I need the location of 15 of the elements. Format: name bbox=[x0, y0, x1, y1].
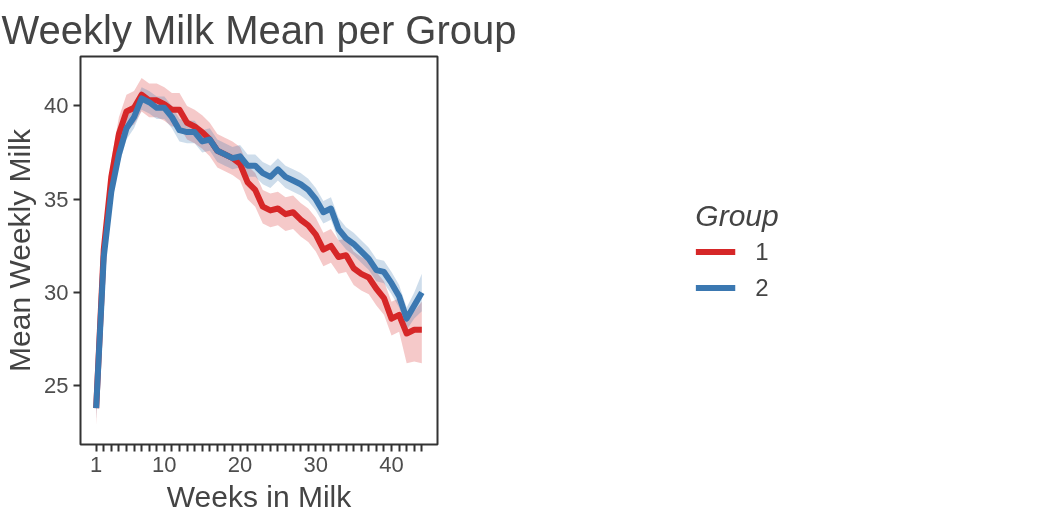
x-axis-title: Weeks in Milk bbox=[166, 479, 353, 513]
legend-title: Group bbox=[695, 198, 779, 233]
x-tick-label: 1 bbox=[90, 451, 103, 477]
y-tick-label: 30 bbox=[44, 279, 69, 305]
y-tick-label: 35 bbox=[44, 186, 69, 212]
legend-label: 2 bbox=[755, 273, 770, 302]
chart-title: Weekly Milk Mean per Group bbox=[1, 7, 517, 52]
y-axis-title: Mean Weekly Milk bbox=[3, 128, 37, 372]
x-tick-label: 10 bbox=[152, 451, 177, 477]
x-tick-label: 30 bbox=[303, 451, 329, 477]
x-tick-label: 20 bbox=[227, 451, 253, 477]
y-tick-label: 25 bbox=[44, 373, 69, 399]
x-tick-label: 40 bbox=[379, 451, 404, 477]
legend-label: 1 bbox=[755, 237, 770, 266]
y-tick-label: 40 bbox=[44, 93, 69, 119]
